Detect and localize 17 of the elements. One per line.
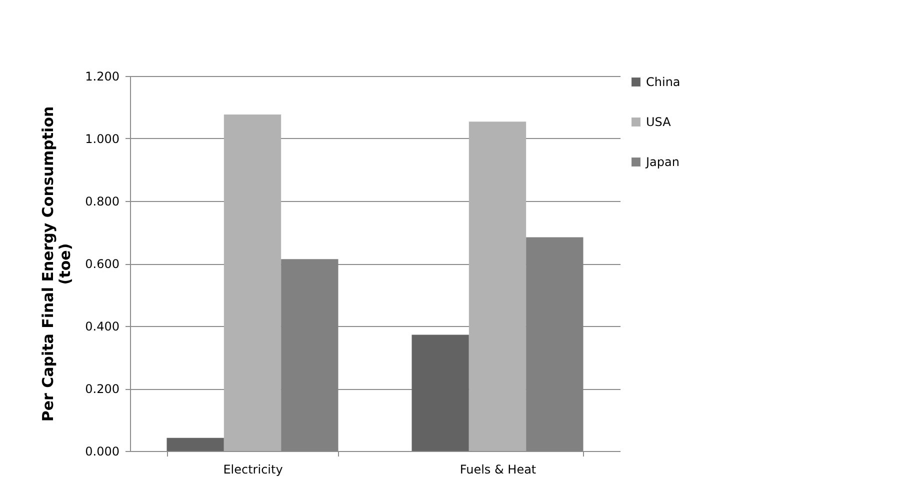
y-tick-label: 0.200 <box>85 382 120 396</box>
y-tick-label: 0.800 <box>85 194 120 208</box>
y-tick-label: 0.400 <box>85 320 120 334</box>
y-tick-label: 0.600 <box>85 257 120 271</box>
x-tick-label: Fuels & Heat <box>460 462 536 476</box>
bar <box>468 122 526 451</box>
y-tick-label: 0.000 <box>85 444 120 458</box>
bar <box>166 438 224 451</box>
x-tick-label: Electricity <box>223 462 283 476</box>
legend-label: China <box>646 75 680 89</box>
bar <box>412 334 469 451</box>
y-tick-label: 1.200 <box>85 70 120 84</box>
bar <box>224 114 282 451</box>
legend-label: USA <box>646 115 672 129</box>
legend-label: Japan <box>645 155 680 169</box>
y-axis-title: Per Capita Final Energy Consumption (toe) <box>39 106 74 422</box>
y-tick-label: 1.000 <box>85 132 120 146</box>
